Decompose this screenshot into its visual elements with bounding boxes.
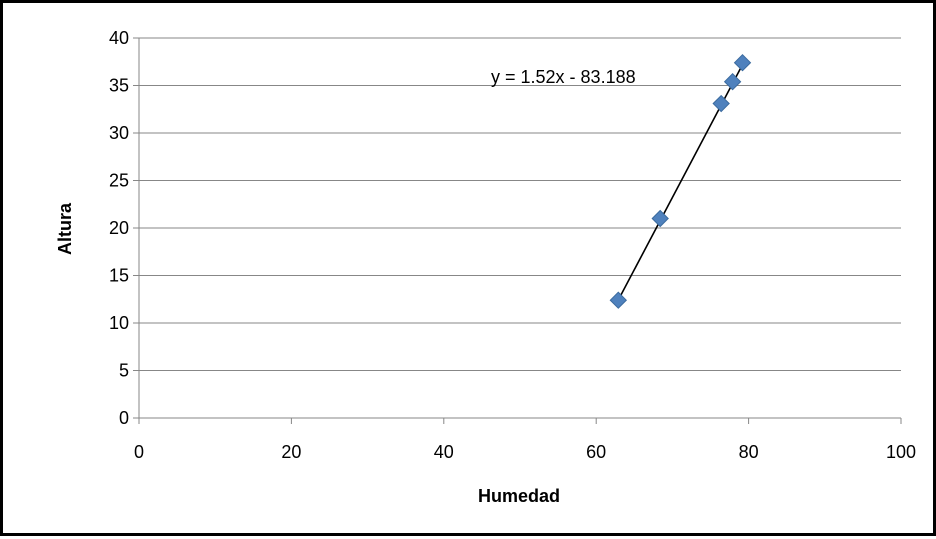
data-points (609, 53, 752, 309)
y-tick-label: 35 (109, 76, 129, 96)
y-tick-label: 25 (109, 171, 129, 191)
x-tick-label: 0 (134, 442, 144, 462)
x-tick-label: 100 (886, 442, 916, 462)
data-point (609, 291, 628, 309)
y-tick-label: 40 (109, 28, 129, 48)
scatter-chart: 0 5 10 15 20 25 30 35 40 0 20 40 60 80 100 y = 1.52x -… (55, 28, 916, 506)
y-tick-label: 10 (109, 313, 129, 333)
x-tick-label: 20 (281, 442, 301, 462)
trendline-equation-label: y = 1.52x - 83.188 (491, 67, 636, 87)
data-point (723, 72, 742, 91)
tick-labels: 0 5 10 15 20 25 30 35 40 0 20 40 60 80 100 (109, 28, 916, 462)
y-tick-label: 0 (119, 408, 129, 428)
grid-lines (139, 37, 901, 371)
y-tick-label: 30 (109, 123, 129, 143)
x-tick-label: 60 (586, 442, 606, 462)
y-tick-label: 20 (109, 218, 129, 238)
x-axis-title: Humedad (478, 486, 560, 506)
y-tick-label: 5 (119, 361, 129, 381)
axes (133, 37, 902, 424)
y-tick-label: 15 (109, 266, 129, 286)
y-axis-title: Altura (55, 202, 75, 255)
data-point (712, 94, 730, 113)
x-tick-label: 80 (739, 442, 759, 462)
data-point (651, 209, 669, 228)
data-point (733, 53, 752, 72)
x-tick-label: 40 (434, 442, 454, 462)
